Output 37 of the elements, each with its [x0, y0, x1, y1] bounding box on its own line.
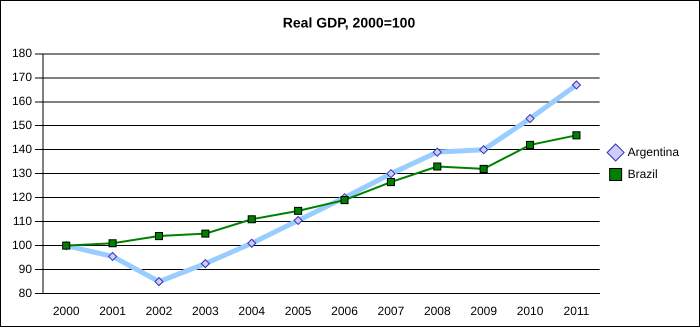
point	[572, 131, 580, 140]
y-tick-label: 110	[12, 214, 32, 228]
y-tick-label: 130	[12, 166, 32, 180]
x-tick-label: 2003	[192, 304, 220, 318]
y-tick-label: 100	[12, 238, 32, 252]
y-tick-label: 90	[18, 262, 32, 276]
x-tick-label: 2008	[424, 304, 451, 318]
point	[386, 178, 395, 186]
x-tick-label: 2004	[238, 304, 266, 318]
x-tick-label: 2011	[564, 304, 590, 318]
point	[433, 162, 442, 171]
y-tick-label: 160	[12, 94, 32, 108]
point	[340, 196, 349, 204]
x-tick-label: 2010	[516, 304, 544, 318]
point	[480, 164, 488, 173]
legend-label: Argentina	[628, 144, 680, 159]
x-tick-label: 2000	[52, 304, 80, 318]
x-tick-label: 2005	[284, 304, 312, 318]
chart-title: Real GDP, 2000=100	[282, 14, 416, 30]
y-tick-label: 180	[12, 46, 32, 60]
y-tick-label: 170	[12, 70, 32, 84]
point	[108, 239, 117, 248]
x-tick-label: 2002	[146, 304, 173, 318]
y-tick-label: 80	[18, 286, 32, 300]
point	[201, 230, 210, 238]
y-tick-label: 150	[12, 118, 32, 132]
y-tick-label: 120	[12, 190, 32, 204]
point	[294, 206, 302, 215]
point	[248, 215, 256, 224]
x-tick-label: 2001	[99, 304, 126, 318]
point	[526, 140, 534, 149]
x-tick-label: 2007	[378, 304, 405, 318]
x-tick-label: 2006	[331, 304, 358, 318]
x-tick-label: 2009	[470, 304, 498, 318]
y-tick-label: 140	[12, 142, 32, 156]
point	[154, 232, 164, 240]
legend-label: Brazil	[628, 166, 658, 181]
